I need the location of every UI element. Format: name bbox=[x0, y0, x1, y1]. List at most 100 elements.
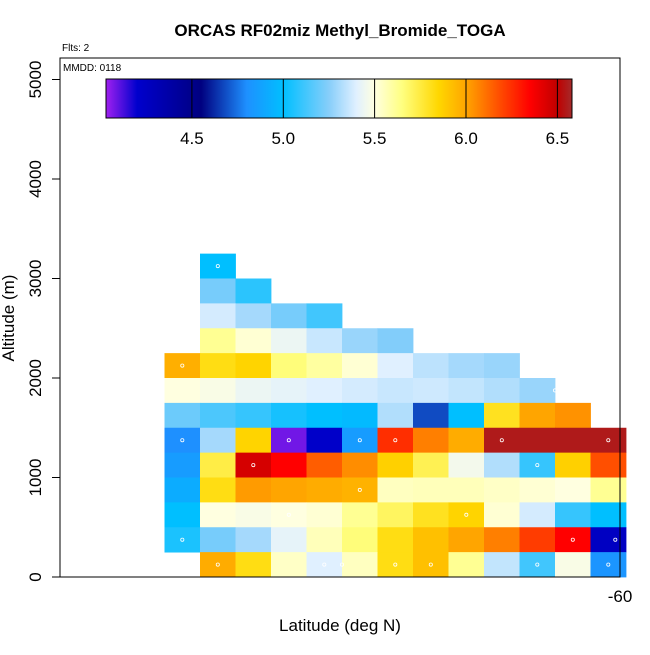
heatmap-cell bbox=[448, 552, 485, 578]
heatmap-cell bbox=[306, 502, 343, 528]
heatmap-cell bbox=[164, 402, 201, 429]
heatmap-cell bbox=[342, 552, 378, 578]
heatmap-cell bbox=[306, 427, 343, 454]
heatmap-cell bbox=[306, 527, 343, 553]
heatmap-cell bbox=[590, 502, 627, 528]
sample-point bbox=[180, 438, 185, 443]
heatmap-cell bbox=[413, 378, 449, 404]
colorbar: 4.5 5.0 5.5 6.0 6.5 bbox=[105, 78, 573, 148]
y-tick-label: 0 bbox=[26, 572, 45, 581]
heatmap-cell bbox=[377, 477, 414, 503]
heatmap-cell bbox=[484, 452, 520, 478]
sample-point bbox=[286, 512, 291, 517]
heatmap-cell bbox=[164, 527, 201, 553]
heatmap-cell bbox=[413, 527, 449, 553]
sample-point bbox=[499, 438, 504, 443]
heatmap-cell bbox=[342, 452, 378, 478]
heatmap-cell bbox=[271, 427, 307, 454]
heatmap-cell bbox=[484, 427, 520, 454]
colorbar-tick-label: 5.5 bbox=[363, 129, 387, 148]
colorbar-tick-label: 6.0 bbox=[454, 129, 478, 148]
heatmap-cell bbox=[377, 552, 414, 578]
heatmap-cell bbox=[271, 552, 307, 578]
y-tick-label: 2000 bbox=[26, 359, 45, 397]
heatmap-cell bbox=[448, 402, 485, 429]
heatmap-cell bbox=[377, 402, 414, 429]
heatmap-cell bbox=[235, 452, 272, 478]
sample-point bbox=[570, 537, 575, 542]
heatmap-cell bbox=[519, 378, 556, 404]
heatmap-cell bbox=[342, 402, 378, 429]
heatmap-cell bbox=[519, 552, 556, 578]
sample-point bbox=[215, 562, 220, 567]
heatmap-cell bbox=[235, 502, 272, 528]
heatmap-cell bbox=[235, 303, 272, 329]
heatmap-cell bbox=[306, 402, 343, 429]
sample-point bbox=[464, 512, 469, 517]
heatmap-cell bbox=[448, 452, 485, 478]
heatmap-cell bbox=[271, 353, 307, 379]
heatmap-cell bbox=[235, 353, 272, 379]
heatmap-cell bbox=[519, 477, 556, 503]
chart-title: ORCAS RF02miz Methyl_Bromide_TOGA bbox=[174, 21, 505, 40]
heatmap-cell bbox=[200, 427, 236, 454]
heatmap-cells bbox=[164, 253, 627, 578]
sample-point bbox=[180, 363, 185, 368]
heatmap-cell bbox=[200, 378, 236, 404]
heatmap-cell bbox=[555, 552, 591, 578]
heatmap-cell bbox=[377, 427, 414, 454]
heatmap-cell bbox=[271, 502, 307, 528]
y-tick-label: 1000 bbox=[26, 459, 45, 497]
heatmap-cell bbox=[484, 477, 520, 503]
heatmap-cell bbox=[590, 552, 627, 578]
heatmap-cell bbox=[590, 477, 627, 503]
heatmap-cell bbox=[306, 477, 343, 503]
heatmap-cell bbox=[413, 452, 449, 478]
heatmap-cell bbox=[200, 477, 236, 503]
heatmap-cell bbox=[235, 378, 272, 404]
sample-point bbox=[606, 438, 611, 443]
heatmap-cell bbox=[235, 328, 272, 354]
heatmap-cell bbox=[555, 402, 591, 429]
heatmap-cell bbox=[555, 477, 591, 503]
sample-point bbox=[613, 537, 618, 542]
heatmap-cell bbox=[342, 328, 378, 354]
heatmap-cell bbox=[377, 527, 414, 553]
heatmap-cell bbox=[413, 552, 449, 578]
colorbar-tick-label: 5.0 bbox=[271, 129, 295, 148]
heatmap-cell bbox=[235, 278, 272, 304]
heatmap-cell bbox=[413, 502, 449, 528]
sample-point bbox=[286, 438, 291, 443]
heatmap-cell bbox=[484, 552, 520, 578]
colorbar-ticks: 4.5 5.0 5.5 6.0 6.5 bbox=[180, 79, 569, 148]
heatmap-cell bbox=[200, 253, 236, 279]
colorbar-gradient bbox=[105, 78, 573, 119]
heatmap-cell bbox=[448, 502, 485, 528]
sample-point bbox=[357, 487, 362, 492]
heatmap-cell bbox=[484, 378, 520, 404]
date-label: MMDD: 0118 bbox=[63, 63, 122, 74]
heatmap-cell bbox=[306, 303, 343, 329]
heatmap-cell bbox=[519, 502, 556, 528]
heatmap-cell bbox=[519, 527, 556, 553]
colorbar-tick-label: 4.5 bbox=[180, 129, 204, 148]
heatmap-cell bbox=[164, 452, 201, 478]
sample-point bbox=[428, 562, 433, 567]
heatmap-cell bbox=[306, 552, 343, 578]
heatmap-cell bbox=[555, 452, 591, 478]
heatmap-cell bbox=[555, 527, 591, 553]
heatmap-cell bbox=[306, 378, 343, 404]
heatmap-cell bbox=[519, 452, 556, 478]
sample-point bbox=[339, 562, 344, 567]
heatmap-cell bbox=[377, 502, 414, 528]
y-tick-label: 4000 bbox=[26, 160, 45, 198]
heatmap-cell bbox=[235, 477, 272, 503]
sample-points bbox=[180, 264, 618, 567]
heatmap-cell bbox=[306, 328, 343, 354]
heatmap-cell bbox=[271, 452, 307, 478]
heatmap-cell bbox=[448, 527, 485, 553]
heatmap-cell bbox=[448, 427, 485, 454]
sample-point bbox=[322, 562, 327, 567]
heatmap-cell bbox=[164, 502, 201, 528]
